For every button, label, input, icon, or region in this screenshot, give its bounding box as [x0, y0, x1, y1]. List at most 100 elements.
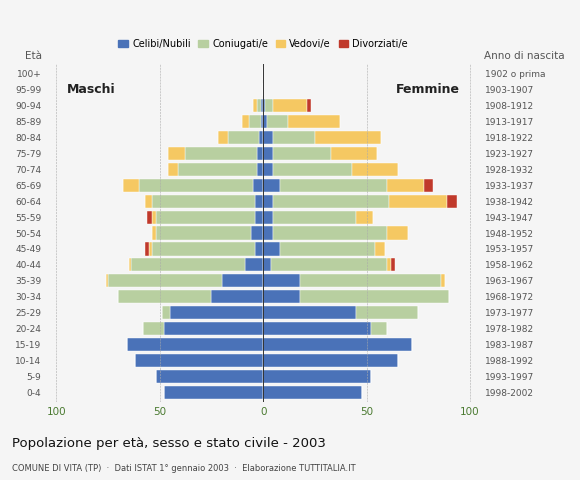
Bar — [263, 211, 274, 224]
Bar — [274, 99, 307, 112]
Bar — [255, 194, 263, 208]
Bar — [371, 322, 387, 336]
Text: Femmine: Femmine — [396, 83, 459, 96]
Bar — [288, 115, 340, 128]
Bar — [352, 163, 397, 176]
Bar — [263, 354, 397, 367]
Bar — [184, 147, 257, 160]
Bar — [129, 258, 131, 272]
Bar — [151, 194, 255, 208]
Bar — [253, 179, 263, 192]
Bar — [263, 163, 274, 176]
Bar — [131, 258, 245, 272]
Bar — [263, 227, 274, 240]
Bar — [255, 242, 263, 255]
Bar — [168, 147, 184, 160]
Bar — [263, 322, 371, 336]
Bar — [222, 275, 263, 288]
Bar — [389, 194, 447, 208]
Bar — [271, 258, 387, 272]
Bar — [139, 179, 253, 192]
Bar — [257, 163, 263, 176]
Bar — [249, 115, 261, 128]
Bar — [263, 147, 274, 160]
Bar — [257, 147, 263, 160]
Bar — [356, 306, 418, 319]
Bar — [331, 147, 377, 160]
Bar — [245, 258, 263, 272]
Bar — [280, 179, 387, 192]
Bar — [387, 227, 408, 240]
Bar — [118, 290, 212, 303]
Bar — [259, 131, 263, 144]
Bar — [274, 131, 315, 144]
Bar — [146, 242, 150, 255]
Bar — [263, 131, 274, 144]
Bar — [179, 163, 257, 176]
Bar — [263, 258, 271, 272]
Bar — [307, 99, 311, 112]
Bar — [263, 242, 280, 255]
Bar — [392, 258, 396, 272]
Bar — [122, 179, 139, 192]
Bar — [143, 322, 164, 336]
Bar — [170, 306, 263, 319]
Bar — [155, 370, 263, 383]
Bar — [274, 163, 352, 176]
Text: Maschi: Maschi — [67, 83, 115, 96]
Text: COMUNE DI VITA (TP)  ·  Dati ISTAT 1° gennaio 2003  ·  Elaborazione TUTTITALIA.I: COMUNE DI VITA (TP) · Dati ISTAT 1° genn… — [12, 464, 355, 473]
Bar — [147, 211, 151, 224]
Bar — [242, 115, 249, 128]
Bar — [387, 179, 425, 192]
Bar — [280, 242, 375, 255]
Bar — [267, 115, 288, 128]
Bar — [168, 163, 179, 176]
Bar — [162, 306, 170, 319]
Bar — [265, 99, 274, 112]
Bar — [108, 275, 222, 288]
Legend: Celibi/Nubili, Coniugati/e, Vedovi/e, Divorziati/e: Celibi/Nubili, Coniugati/e, Vedovi/e, Di… — [114, 35, 412, 53]
Bar — [263, 338, 412, 351]
Text: Popolazione per età, sesso e stato civile - 2003: Popolazione per età, sesso e stato civil… — [12, 437, 325, 450]
Bar — [263, 179, 280, 192]
Bar — [263, 386, 362, 399]
Bar — [151, 211, 155, 224]
Bar — [263, 370, 371, 383]
Bar — [228, 131, 259, 144]
Bar — [150, 242, 151, 255]
Bar — [274, 147, 331, 160]
Bar — [261, 99, 263, 112]
Bar — [212, 290, 263, 303]
Bar — [106, 275, 108, 288]
Bar — [263, 194, 274, 208]
Bar — [263, 99, 265, 112]
Bar — [261, 115, 263, 128]
Bar — [255, 211, 263, 224]
Bar — [263, 306, 356, 319]
Bar — [155, 211, 255, 224]
Bar — [274, 211, 356, 224]
Bar — [300, 275, 441, 288]
Text: Anno di nascita: Anno di nascita — [484, 51, 565, 61]
Bar — [356, 211, 373, 224]
Bar — [447, 194, 458, 208]
Bar — [151, 242, 255, 255]
Bar — [151, 227, 155, 240]
Bar — [425, 179, 433, 192]
Bar — [274, 227, 387, 240]
Bar — [155, 227, 251, 240]
Bar — [164, 386, 263, 399]
Bar — [251, 227, 263, 240]
Bar — [164, 322, 263, 336]
Bar — [253, 99, 257, 112]
Bar — [263, 275, 300, 288]
Bar — [300, 290, 449, 303]
Bar — [263, 115, 267, 128]
Bar — [146, 194, 151, 208]
Bar — [263, 290, 300, 303]
Bar — [387, 258, 392, 272]
Bar — [441, 275, 445, 288]
Bar — [135, 354, 263, 367]
Bar — [375, 242, 385, 255]
Bar — [274, 194, 389, 208]
